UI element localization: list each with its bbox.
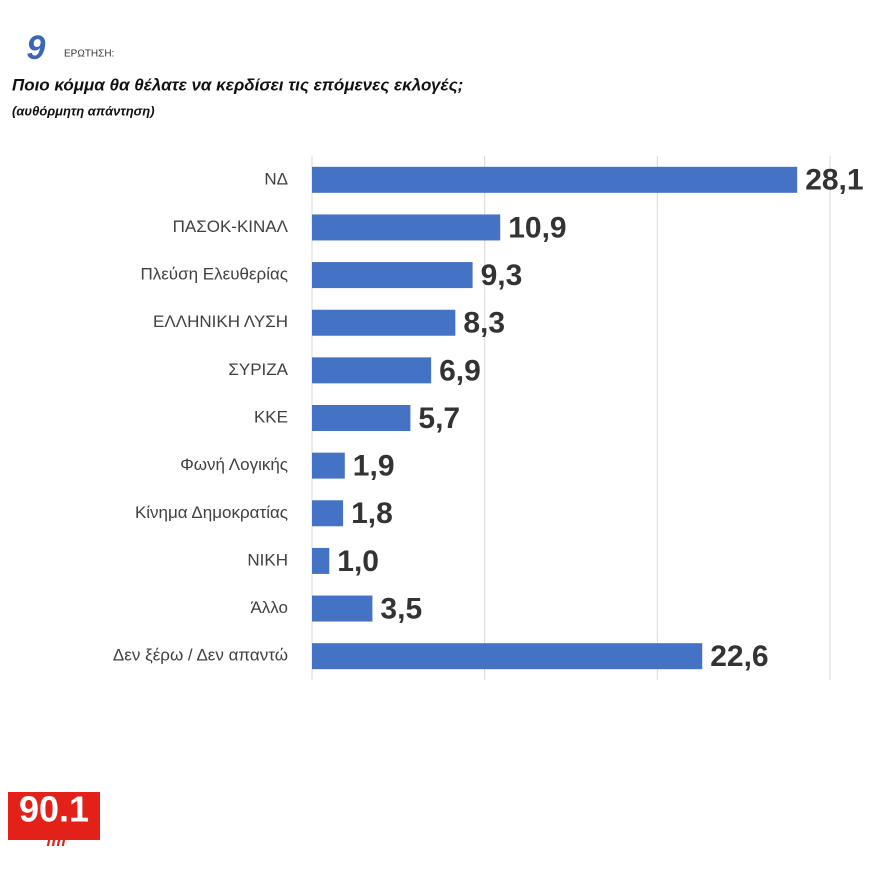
value-label: 10,9 — [508, 211, 566, 244]
y-tick-label: Κίνημα Δημοκρατίας — [135, 503, 288, 522]
chart-subtitle: (αυθόρμητη απάντηση) — [12, 103, 155, 118]
bar — [312, 547, 330, 574]
y-tick-label: ΠΑΣΟΚ-ΚΙΝΑΛ — [173, 217, 289, 236]
y-tick-label: Φωνή Λογικής — [180, 455, 288, 474]
value-label: 5,7 — [418, 402, 460, 435]
chart-title: Ποιο κόμμα θα θέλατε να κερδίσει τις επό… — [12, 75, 463, 94]
y-tick-label: ΚΚΕ — [254, 407, 288, 426]
value-label: 9,3 — [481, 259, 523, 292]
value-label: 6,9 — [439, 354, 481, 387]
logo-main: 90.1 — [19, 789, 89, 830]
value-label: 1,9 — [353, 450, 395, 483]
bar — [312, 309, 456, 336]
y-tick-label: ΣΥΡΙΖΑ — [228, 360, 288, 379]
y-tick-label: ΕΛΛΗΝΙΚΗ ΛΥΣΗ — [153, 312, 288, 331]
y-tick-label: ΝΔ — [264, 169, 288, 188]
y-tick-label: Άλλο — [250, 598, 288, 617]
value-label: 8,3 — [463, 307, 505, 340]
question-label: ΕΡΩΤΗΣΗ: — [64, 49, 114, 60]
question-number: 9 — [27, 29, 46, 67]
bar — [312, 262, 473, 289]
value-label: 22,6 — [710, 640, 768, 673]
bar — [312, 405, 411, 431]
bar — [312, 357, 432, 384]
logo-box — [8, 792, 100, 840]
bar — [312, 595, 373, 622]
bar — [312, 214, 501, 241]
y-tick-label: ΝΙΚΗ — [247, 550, 288, 569]
y-tick-label: Δεν ξέρω / Δεν απαντώ — [113, 646, 288, 665]
bar — [312, 452, 345, 479]
logo-sub: fm — [46, 833, 66, 850]
y-tick-label: Πλεύση Ελευθερίας — [140, 265, 288, 284]
value-label: 1,8 — [351, 497, 393, 530]
bar — [312, 643, 703, 670]
bar — [312, 166, 798, 193]
value-label: 28,1 — [805, 164, 863, 197]
value-label: 1,0 — [337, 545, 379, 578]
bar — [312, 500, 344, 527]
value-label: 3,5 — [380, 592, 422, 625]
